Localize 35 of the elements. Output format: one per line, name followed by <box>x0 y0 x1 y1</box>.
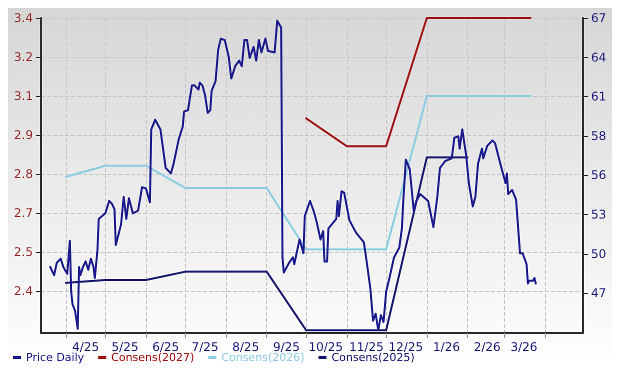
x-tick-label: 9/25 <box>272 340 300 354</box>
line-series <box>64 95 532 250</box>
y-tick-label: 2.8 <box>14 167 33 182</box>
x-tick-label: 7/25 <box>192 340 219 354</box>
legend-label: Price Daily <box>26 351 85 364</box>
x-tick-label: 6/25 <box>152 340 180 354</box>
legend-label: Consens(2025) <box>331 351 415 364</box>
legend-label: Consens(2027) <box>111 351 194 364</box>
y-tick-label: 3.4 <box>14 11 33 25</box>
y-tick-label: 2.9 <box>14 128 33 142</box>
y2-tick-label: 47 <box>591 286 606 300</box>
y-tick-label: 3.1 <box>14 89 33 104</box>
y2-tick-label: 67 <box>591 11 606 25</box>
y-tick-label: 2.7 <box>14 206 33 220</box>
x-tick-label: 2/26 <box>474 340 501 354</box>
y-tick-label: 2.5 <box>14 245 33 260</box>
y2-tick-label: 53 <box>591 208 606 222</box>
legend-label: Consens(2026) <box>221 351 304 364</box>
y2-tick-label: 56 <box>591 168 606 182</box>
line-series <box>64 156 469 332</box>
y-tick-label: 3.2 <box>14 50 33 64</box>
x-tick-label: 12/25 <box>388 340 424 354</box>
y2-tick-label: 58 <box>591 128 606 143</box>
x-tick-label: 8/25 <box>232 340 260 354</box>
y2-tick-label: 50 <box>591 246 606 261</box>
x-tick-label: 10/25 <box>308 340 344 354</box>
y2-tick-label: 64 <box>591 50 606 64</box>
x-tick-label: 1/26 <box>433 340 460 354</box>
line-series <box>49 20 537 332</box>
x-tick-label: 3/26 <box>510 340 538 354</box>
x-tick-label: 4/25 <box>72 340 100 354</box>
x-tick-label: 5/25 <box>112 340 138 354</box>
y2-tick-label: 61 <box>591 90 606 104</box>
x-tick-label: 11/25 <box>349 340 384 354</box>
y-tick-label: 2.4 <box>14 284 33 298</box>
